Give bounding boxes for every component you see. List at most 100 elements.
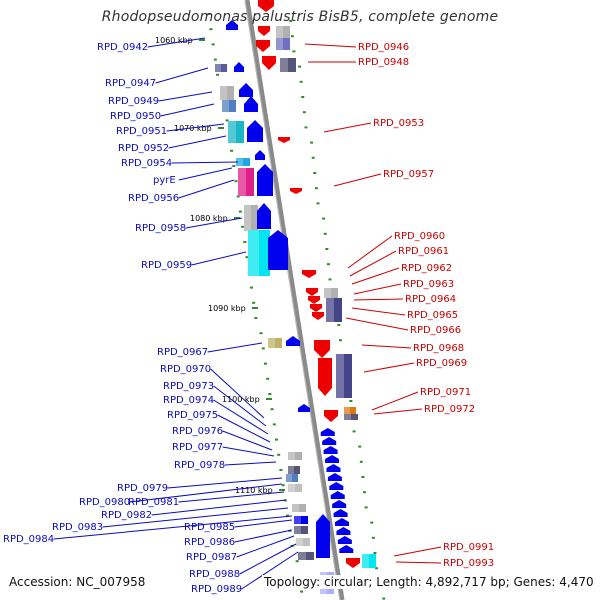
gene-label-left: RPD_0942 — [97, 42, 148, 53]
forward-gene-arrow — [329, 482, 344, 490]
label-leader — [155, 67, 209, 84]
gene-block-shade — [276, 26, 283, 38]
reverse-gene-arrow — [310, 304, 322, 312]
gene-label-left: RPD_0985 — [184, 522, 235, 533]
gene-block-shade — [215, 64, 221, 72]
scale-label: 1100 kbp — [222, 395, 260, 404]
gene-block-shade — [344, 414, 351, 420]
reverse-gene-arrow — [302, 270, 316, 278]
gene-block-shade — [276, 38, 283, 50]
gene-block — [362, 554, 376, 568]
scale-label: 1070 kbp — [174, 124, 212, 133]
gene-block-shade — [326, 298, 334, 322]
label-leader — [222, 430, 273, 451]
gene-block-shade — [280, 58, 288, 72]
gene-label-left: RPD_0958 — [135, 223, 186, 234]
label-leader — [158, 91, 213, 102]
forward-gene-arrow — [316, 514, 330, 558]
gene-block — [276, 26, 290, 38]
forward-gene-arrow — [336, 527, 351, 535]
label-leader — [102, 507, 289, 528]
gene-block — [292, 504, 306, 512]
scale-label: 1090 kbp — [208, 304, 246, 313]
reverse-gene-arrow — [258, 26, 270, 36]
gene-label-left: pyrE — [153, 175, 176, 186]
reverse-gene-arrow — [278, 137, 290, 143]
label-leader — [191, 251, 247, 266]
label-leader — [171, 161, 239, 164]
label-leader — [333, 173, 382, 187]
label-leader — [185, 217, 243, 229]
gene-label-right: RPD_0961 — [398, 246, 449, 257]
gene-label-left: RPD_0989 — [191, 584, 242, 595]
label-leader — [213, 399, 269, 435]
gene-block-shade — [220, 86, 227, 100]
label-leader — [241, 551, 299, 590]
label-leader — [224, 461, 277, 466]
forward-gene-arrow — [337, 536, 352, 544]
forward-gene-arrow — [323, 446, 338, 454]
scale-label-bg — [153, 35, 197, 45]
gene-block-shade — [248, 230, 259, 276]
genome-summary-text: Topology: circular; Length: 4,892,717 bp… — [262, 575, 596, 589]
forward-gene-arrow — [325, 455, 340, 463]
label-leader — [234, 519, 293, 528]
reverse-gene-arrow — [262, 56, 276, 70]
forward-gene-arrow — [332, 500, 347, 508]
gene-label-left: RPD_0984 — [3, 534, 54, 545]
forward-gene-arrow — [268, 230, 288, 270]
gene-label-left: RPD_0983 — [52, 522, 103, 533]
gene-block — [298, 552, 314, 560]
label-leader — [129, 483, 283, 503]
reverse-gene-arrow — [324, 410, 338, 422]
label-leader — [393, 546, 442, 557]
label-leader — [217, 414, 271, 443]
gene-label-right: RPD_0963 — [403, 279, 454, 290]
gene-block — [220, 86, 234, 100]
label-leader — [239, 543, 297, 575]
gene-label-left: RPD_0978 — [174, 460, 225, 471]
label-leader — [178, 167, 233, 181]
label-leader — [222, 446, 275, 457]
gene-block-shade — [288, 484, 295, 492]
map-title: Rhodopseudomonas palustris BisB5, comple… — [101, 9, 499, 25]
gene-block-shade — [362, 554, 369, 568]
scale-label-bg — [188, 213, 232, 223]
forward-gene-arrow — [320, 428, 335, 436]
gene-block — [228, 121, 244, 143]
label-leader — [361, 344, 412, 349]
forward-gene-arrow — [327, 473, 342, 481]
label-leader — [353, 283, 402, 295]
label-leader — [353, 298, 404, 301]
label-leader — [178, 491, 285, 503]
gene-block-shade — [268, 338, 275, 348]
label-leader — [213, 385, 267, 427]
gene-label-right: RPD_0972 — [424, 404, 475, 415]
gene-label-left: RPD_0950 — [110, 111, 161, 122]
scale-label-bg — [220, 394, 264, 404]
gene-label-left: RPD_0979 — [117, 483, 168, 494]
gene-block — [248, 230, 270, 276]
gene-label-left: RPD_0954 — [121, 158, 172, 169]
genome-backbone — [244, 0, 345, 600]
gene-label-right: RPD_0991 — [443, 542, 494, 553]
gene-label-left: RPD_0975 — [167, 410, 218, 421]
gene-label-left: RPD_0982 — [101, 510, 152, 521]
gene-label-right: RPD_0960 — [394, 231, 445, 242]
scale-label: 1060 kbp — [155, 36, 193, 45]
gene-block-shade — [298, 552, 306, 560]
gene-label-right: RPD_0964 — [405, 294, 456, 305]
gene-label-left: RPD_0959 — [141, 260, 192, 271]
label-leader — [345, 317, 409, 331]
label-leader — [373, 408, 423, 415]
gene-block — [215, 64, 227, 72]
gene-block-shade — [286, 474, 292, 482]
label-leader — [347, 235, 393, 269]
label-leader — [234, 529, 293, 543]
label-leader — [166, 123, 225, 132]
gene-block — [288, 466, 300, 474]
label-leader — [207, 342, 263, 353]
gene-label-right: RPD_0971 — [420, 387, 471, 398]
gene-label-left: RPD_0987 — [186, 552, 237, 563]
